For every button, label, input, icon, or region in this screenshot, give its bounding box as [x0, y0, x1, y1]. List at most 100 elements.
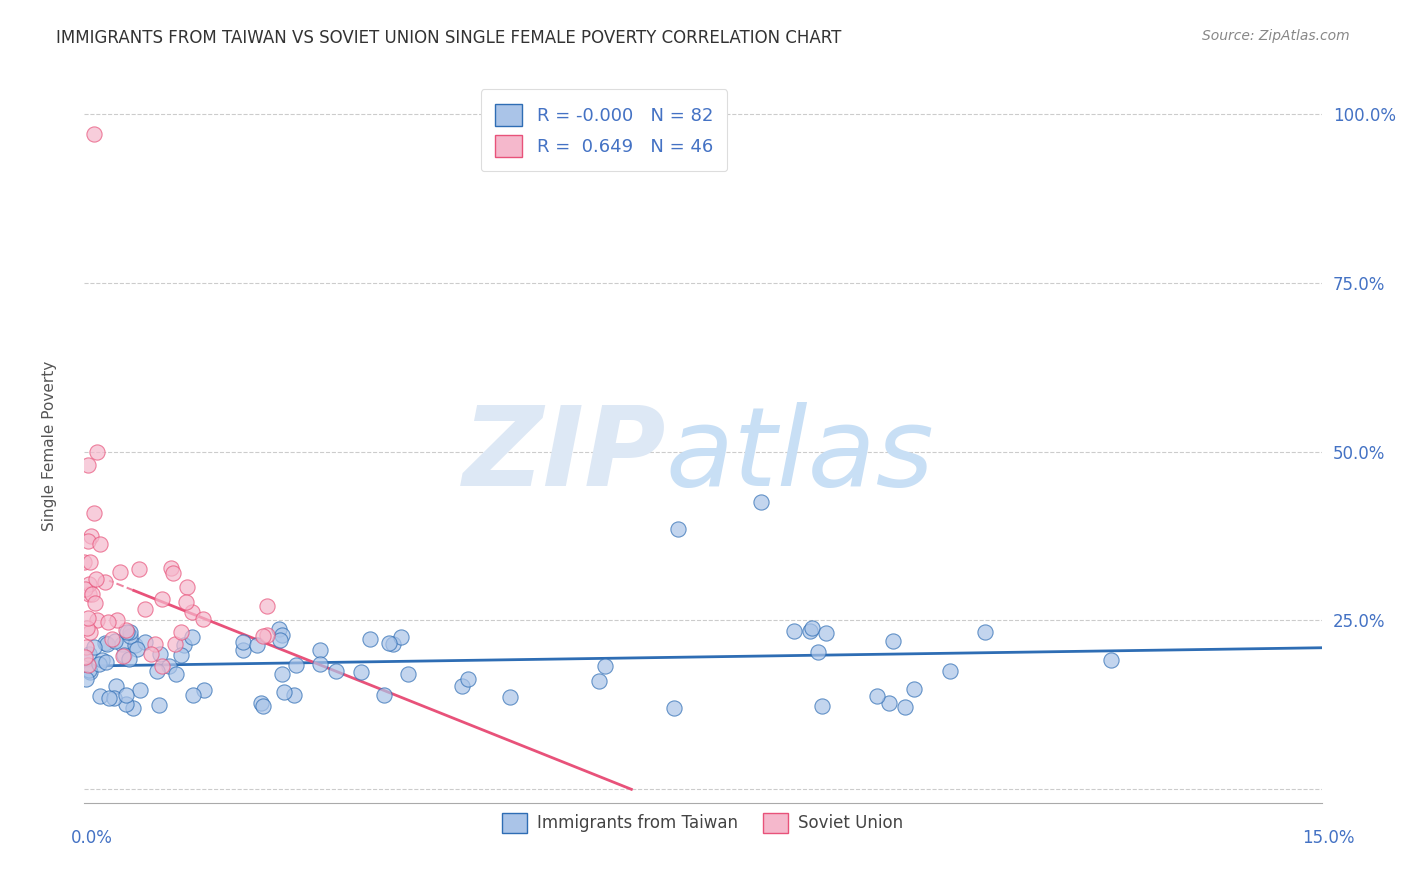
Point	[162, 566, 184, 581]
Point	[83, 640, 105, 654]
Point	[79, 665, 101, 679]
Point	[96, 637, 118, 651]
Text: Source: ZipAtlas.com: Source: ZipAtlas.com	[1202, 29, 1350, 43]
Point	[94, 575, 117, 590]
Point	[170, 625, 193, 640]
Point	[105, 679, 128, 693]
Point	[938, 664, 960, 678]
Point	[389, 630, 412, 644]
Point	[588, 674, 610, 689]
Point	[283, 688, 305, 702]
Point	[149, 648, 172, 662]
Point	[112, 648, 135, 662]
Point	[79, 625, 101, 640]
Point	[80, 587, 103, 601]
Point	[308, 643, 330, 657]
Point	[309, 657, 332, 671]
Point	[271, 666, 294, 681]
Point	[115, 688, 138, 702]
Point	[173, 639, 195, 653]
Point	[76, 533, 98, 548]
Point	[193, 682, 215, 697]
Point	[807, 645, 830, 659]
Point	[76, 621, 98, 635]
Point	[810, 699, 832, 714]
Point	[83, 128, 105, 142]
Point	[882, 634, 904, 648]
Point	[107, 613, 129, 627]
Point	[90, 653, 112, 667]
Point	[973, 625, 995, 640]
Text: atlas: atlas	[666, 402, 935, 509]
Point	[799, 624, 821, 638]
Point	[124, 638, 146, 652]
Point	[232, 643, 254, 657]
Point	[100, 632, 122, 646]
Point	[77, 663, 100, 677]
Point	[122, 700, 145, 714]
Point	[457, 672, 479, 686]
Point	[118, 652, 141, 666]
Point	[115, 697, 138, 711]
Point	[174, 595, 197, 609]
Point	[77, 611, 100, 625]
Point	[94, 636, 117, 650]
Point	[86, 444, 108, 458]
Point	[98, 690, 121, 705]
Legend: Immigrants from Taiwan, Soviet Union: Immigrants from Taiwan, Soviet Union	[494, 805, 912, 841]
Point	[108, 565, 131, 579]
Point	[80, 529, 103, 543]
Point	[499, 690, 522, 705]
Point	[325, 664, 347, 678]
Point	[84, 572, 107, 586]
Point	[378, 636, 401, 650]
Point	[866, 689, 889, 703]
Point	[79, 647, 101, 661]
Point	[165, 667, 187, 681]
Point	[783, 624, 806, 638]
Point	[115, 624, 138, 639]
Point	[273, 685, 295, 699]
Point	[1099, 653, 1122, 667]
Point	[180, 630, 202, 644]
Point	[350, 665, 373, 680]
Point	[75, 650, 97, 665]
Point	[79, 577, 101, 591]
Point	[73, 555, 96, 569]
Point	[801, 621, 824, 635]
Point	[662, 700, 685, 714]
Point	[451, 679, 474, 693]
Point	[143, 637, 166, 651]
Point	[89, 537, 111, 551]
Point	[749, 495, 772, 509]
Point	[77, 587, 100, 601]
Point	[359, 632, 381, 646]
Point	[271, 627, 294, 641]
Point	[396, 666, 419, 681]
Point	[246, 638, 269, 652]
Point	[157, 659, 180, 673]
Point	[373, 688, 395, 702]
Point	[159, 561, 181, 575]
Point	[150, 591, 173, 606]
Point	[285, 658, 308, 673]
Text: ZIP: ZIP	[463, 402, 666, 509]
Point	[125, 642, 148, 657]
Point	[170, 648, 193, 662]
Point	[104, 634, 127, 648]
Point	[120, 629, 142, 643]
Point	[111, 637, 134, 651]
Point	[894, 700, 917, 714]
Point	[134, 601, 156, 615]
Point	[114, 623, 136, 637]
Point	[86, 613, 108, 627]
Point	[163, 637, 186, 651]
Point	[181, 605, 204, 619]
Point	[232, 634, 254, 648]
Point	[79, 556, 101, 570]
Point	[129, 683, 152, 698]
Point	[77, 658, 100, 673]
Point	[877, 696, 900, 710]
Point	[148, 698, 170, 712]
Point	[73, 582, 96, 596]
